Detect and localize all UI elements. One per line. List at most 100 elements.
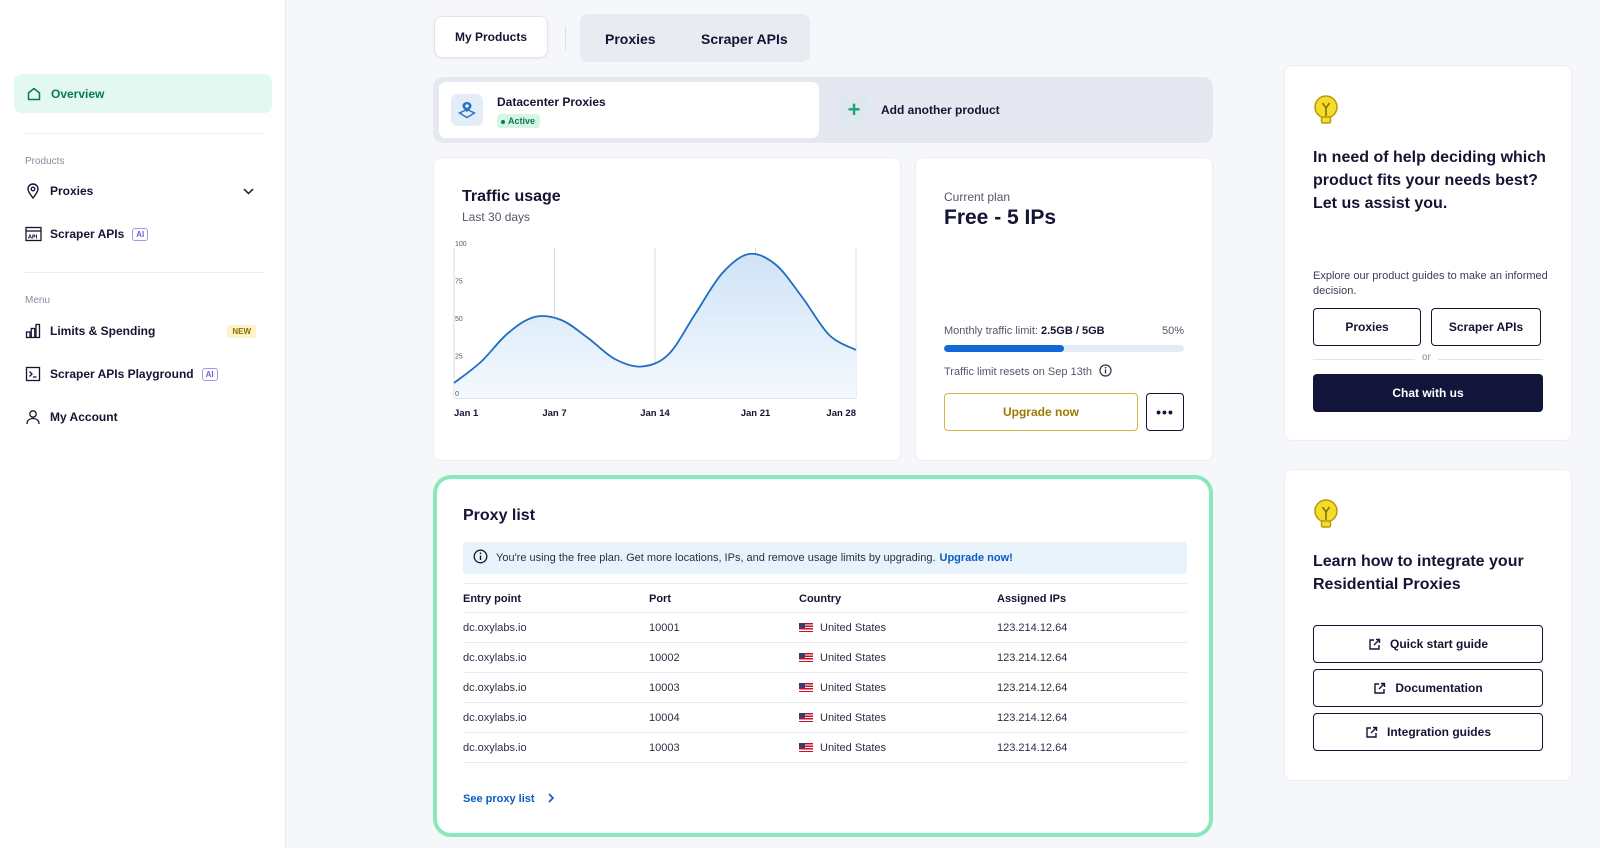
sidebar-item-label: Overview [51,86,105,101]
sidebar-divider [24,272,264,273]
tab-proxies[interactable]: Proxies [605,31,656,47]
notice-text: You're using the free plan. Get more loc… [496,552,936,564]
terminal-icon [24,365,42,383]
lightbulb-icon [1314,499,1338,528]
bar-chart-icon [24,322,42,340]
country-name: United States [820,682,887,694]
svg-text:API: API [28,235,38,241]
button-label: Quick start guide [1389,637,1489,651]
add-product-button[interactable]: + Add another product [826,82,1206,138]
table-cell: 123.214.12.64 [997,742,1068,754]
chevron-down-icon[interactable] [243,184,254,198]
sidebar-item-overview[interactable]: Overview [14,74,272,113]
help-deciding-card: In need of help deciding which product f… [1284,65,1572,441]
x-tick-label: Jan 1 [454,408,479,419]
button-label: Documentation [1395,681,1483,695]
table-cell: 10002 [649,652,680,664]
proxies-guide-button[interactable]: Proxies [1313,308,1421,346]
series-line [453,252,857,384]
see-proxy-list-link[interactable]: See proxy list [463,793,555,805]
table-cell: dc.oxylabs.io [463,622,527,634]
product-switcher: Datacenter Proxies Active + Add another … [433,77,1213,143]
column-header: Entry point [463,593,522,605]
user-icon [24,408,42,426]
table-header: Entry point Port Country Assigned IPs [463,583,1187,613]
ai-badge: AI [201,367,218,381]
table-cell: dc.oxylabs.io [463,682,527,694]
sidebar-item-limits[interactable]: Limits & Spending NEW [24,318,264,344]
plan-label: Current plan [944,190,1011,204]
external-link-icon [1369,638,1381,650]
scraper-apis-guide-button[interactable]: Scraper APIs [1431,308,1541,346]
table-cell: 10003 [649,682,680,694]
sidebar-item-scraper-apis[interactable]: API Scraper APIs AI [24,221,264,247]
traffic-subtitle: Last 30 days [462,210,531,224]
sidebar: Overview Products Proxies API Scraper AP… [0,0,286,848]
table-cell: 10004 [649,712,680,724]
traffic-progress-fill [944,345,1064,352]
help-description: Explore our product guides to make an in… [1313,270,1548,297]
table-cell: United States [799,652,886,664]
plus-icon: + [838,94,870,126]
y-tick-label: 50 [455,316,463,323]
plan-name: Free - 5 IPs [944,206,1057,229]
sidebar-item-label: Scraper APIs Playground [50,367,194,381]
tab-my-products[interactable]: My Products [434,16,548,58]
datacenter-proxy-icon [451,94,483,126]
current-plan-card: Current plan Free - 5 IPs Monthly traffi… [915,157,1213,461]
info-icon [473,549,488,567]
documentation-button[interactable]: Documentation [1313,669,1543,707]
add-product-label: Add another product [881,103,1000,117]
country-name: United States [820,652,887,664]
new-badge: NEW [227,324,256,338]
table-row: dc.oxylabs.io 10003 United States 123.214.1… [463,733,1187,763]
ai-badge: AI [132,227,149,241]
product-card-datacenter[interactable]: Datacenter Proxies Active [439,82,819,138]
series-area [454,253,856,398]
table-cell: dc.oxylabs.io [463,742,527,754]
table-row: dc.oxylabs.io 10002 United States 123.214.1… [463,643,1187,673]
sidebar-item-label: Scraper APIs [50,227,125,241]
table-cell: 123.214.12.64 [997,682,1068,694]
y-tick-label: 0 [455,391,459,398]
table-cell: 123.214.12.64 [997,622,1068,634]
help-title: In need of help deciding which product f… [1313,149,1546,212]
integration-guides-button[interactable]: Integration guides [1313,713,1543,751]
table-cell: United States [799,682,886,694]
or-text: or [1415,352,1438,363]
table-cell: dc.oxylabs.io [463,652,527,664]
chat-with-us-button[interactable]: Chat with us [1313,374,1543,412]
table-row: dc.oxylabs.io 10004 United States 123.214.1… [463,703,1187,733]
upgrade-link[interactable]: Upgrade now! [939,552,1013,564]
lightbulb-icon [1314,95,1338,124]
y-tick-label: 75 [455,279,463,286]
sidebar-item-playground[interactable]: Scraper APIs Playground AI [24,361,264,387]
integration-title: Learn how to integrate your Residential … [1313,553,1524,593]
y-tick-label: 25 [455,354,463,361]
upgrade-now-button[interactable]: Upgrade now [944,393,1138,431]
country-name: United States [820,712,887,724]
traffic-limit-row: Monthly traffic limit: 2.5GB / 5GB 50% [944,325,1184,337]
free-plan-notice: You're using the free plan. Get more loc… [463,542,1187,574]
country-name: United States [820,622,887,634]
more-options-button[interactable]: ••• [1146,393,1184,431]
proxy-table: Entry point Port Country Assigned IPs dc… [463,583,1187,763]
sidebar-section-products: Products [25,156,65,167]
home-icon [27,87,41,100]
traffic-usage-card: Traffic usage Last 30 days 0 25 50 75 100 Jan… [433,157,901,461]
sidebar-item-proxies[interactable]: Proxies [24,178,264,204]
tab-scraper-apis[interactable]: Scraper APIs [701,31,788,47]
table-cell: United States [799,742,886,754]
column-header: Country [799,593,842,605]
see-proxy-list-label: See proxy list [463,793,535,805]
sidebar-item-account[interactable]: My Account [24,404,264,430]
quick-start-guide-button[interactable]: Quick start guide [1313,625,1543,663]
y-tick-label: 100 [455,241,467,248]
limit-label: Monthly traffic limit: [944,325,1038,337]
us-flag-icon [799,743,813,752]
us-flag-icon [799,653,813,662]
location-pin-icon [24,182,42,200]
x-tick-label: Jan 28 [826,408,856,419]
info-icon[interactable] [1099,364,1112,380]
x-tick-label: Jan 7 [542,408,566,419]
